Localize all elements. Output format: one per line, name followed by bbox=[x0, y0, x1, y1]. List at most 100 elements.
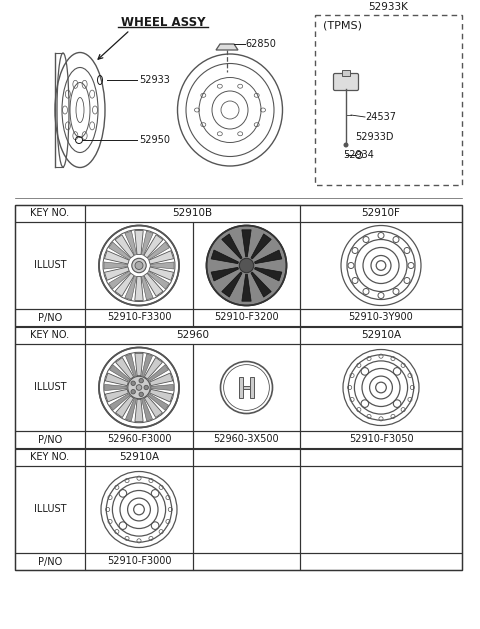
Bar bbox=[15, 466, 85, 553]
Circle shape bbox=[136, 385, 142, 391]
Circle shape bbox=[144, 386, 148, 390]
Polygon shape bbox=[242, 274, 251, 301]
Text: 52960-F3000: 52960-F3000 bbox=[107, 435, 171, 445]
Polygon shape bbox=[254, 267, 282, 281]
Circle shape bbox=[139, 379, 144, 383]
Bar bbox=[300, 344, 462, 431]
Polygon shape bbox=[109, 394, 130, 410]
Circle shape bbox=[131, 389, 135, 394]
Polygon shape bbox=[211, 267, 239, 281]
Polygon shape bbox=[142, 354, 153, 377]
Bar bbox=[193, 466, 300, 553]
Polygon shape bbox=[105, 267, 129, 281]
Bar bbox=[250, 377, 253, 398]
Polygon shape bbox=[135, 353, 143, 376]
Bar bbox=[15, 205, 462, 570]
Polygon shape bbox=[147, 271, 169, 289]
Polygon shape bbox=[148, 394, 168, 410]
Text: (TPMS): (TPMS) bbox=[323, 20, 362, 30]
Polygon shape bbox=[216, 44, 238, 50]
Bar bbox=[15, 327, 85, 344]
Bar bbox=[300, 309, 462, 326]
Bar bbox=[15, 205, 85, 222]
Text: P/NO: P/NO bbox=[38, 435, 62, 445]
Polygon shape bbox=[144, 273, 163, 296]
Polygon shape bbox=[135, 277, 143, 301]
Text: 52933D: 52933D bbox=[355, 132, 394, 142]
Text: 52910B: 52910B bbox=[172, 208, 213, 218]
Polygon shape bbox=[135, 399, 143, 421]
Text: KEY NO.: KEY NO. bbox=[30, 330, 70, 340]
Bar bbox=[85, 344, 193, 431]
Text: 52910-F3000: 52910-F3000 bbox=[107, 557, 171, 567]
Bar bbox=[193, 553, 300, 570]
Text: ILLUST: ILLUST bbox=[34, 260, 66, 270]
Text: 52933K: 52933K bbox=[369, 2, 408, 12]
Text: 52950: 52950 bbox=[139, 135, 170, 145]
Polygon shape bbox=[116, 396, 133, 418]
Polygon shape bbox=[135, 231, 143, 255]
Circle shape bbox=[128, 376, 150, 399]
Bar bbox=[240, 377, 243, 398]
Text: ILLUST: ILLUST bbox=[34, 382, 66, 392]
Text: 52910-F3050: 52910-F3050 bbox=[348, 435, 413, 445]
Text: 52934: 52934 bbox=[343, 150, 374, 160]
Bar bbox=[300, 449, 462, 466]
Circle shape bbox=[135, 262, 143, 269]
Polygon shape bbox=[109, 365, 130, 381]
Text: 52910A: 52910A bbox=[119, 452, 159, 462]
Bar bbox=[15, 222, 85, 309]
Bar bbox=[85, 466, 193, 553]
Polygon shape bbox=[144, 357, 162, 379]
Polygon shape bbox=[150, 262, 174, 269]
Polygon shape bbox=[105, 251, 129, 264]
Polygon shape bbox=[125, 354, 136, 377]
Polygon shape bbox=[254, 250, 282, 264]
Text: 52960: 52960 bbox=[176, 330, 209, 340]
Polygon shape bbox=[144, 235, 163, 258]
Polygon shape bbox=[115, 235, 134, 258]
Polygon shape bbox=[144, 396, 162, 418]
Polygon shape bbox=[105, 384, 127, 391]
Circle shape bbox=[132, 259, 146, 273]
Polygon shape bbox=[149, 267, 174, 281]
Bar bbox=[15, 309, 85, 326]
Bar bbox=[193, 449, 300, 466]
Polygon shape bbox=[148, 365, 168, 381]
Circle shape bbox=[220, 362, 273, 413]
Polygon shape bbox=[125, 399, 136, 421]
Polygon shape bbox=[105, 373, 128, 386]
Polygon shape bbox=[125, 231, 137, 255]
Bar bbox=[300, 466, 462, 553]
Polygon shape bbox=[251, 234, 271, 259]
Bar bbox=[193, 309, 300, 326]
Polygon shape bbox=[105, 389, 128, 402]
Polygon shape bbox=[211, 250, 239, 264]
Polygon shape bbox=[104, 262, 128, 269]
Bar bbox=[85, 327, 300, 344]
Circle shape bbox=[344, 143, 348, 147]
Bar bbox=[85, 205, 300, 222]
Polygon shape bbox=[115, 273, 134, 296]
Text: WHEEL ASSY: WHEEL ASSY bbox=[121, 16, 205, 28]
Polygon shape bbox=[108, 242, 131, 260]
Text: P/NO: P/NO bbox=[38, 557, 62, 567]
Polygon shape bbox=[142, 276, 153, 300]
Text: 52910-F3300: 52910-F3300 bbox=[107, 313, 171, 323]
Polygon shape bbox=[151, 384, 173, 391]
Bar bbox=[300, 327, 462, 344]
Polygon shape bbox=[150, 389, 173, 402]
Bar bbox=[15, 553, 85, 570]
Polygon shape bbox=[147, 242, 169, 260]
Bar bbox=[315, 15, 462, 185]
Text: 52910-3Y900: 52910-3Y900 bbox=[348, 313, 413, 323]
Bar bbox=[243, 386, 250, 389]
Bar bbox=[300, 222, 462, 309]
Text: 52910A: 52910A bbox=[361, 330, 401, 340]
Bar bbox=[85, 222, 193, 309]
Bar bbox=[85, 431, 193, 448]
Circle shape bbox=[131, 381, 135, 386]
Bar bbox=[300, 431, 462, 448]
Polygon shape bbox=[150, 373, 173, 386]
Text: 52910F: 52910F bbox=[361, 208, 400, 218]
